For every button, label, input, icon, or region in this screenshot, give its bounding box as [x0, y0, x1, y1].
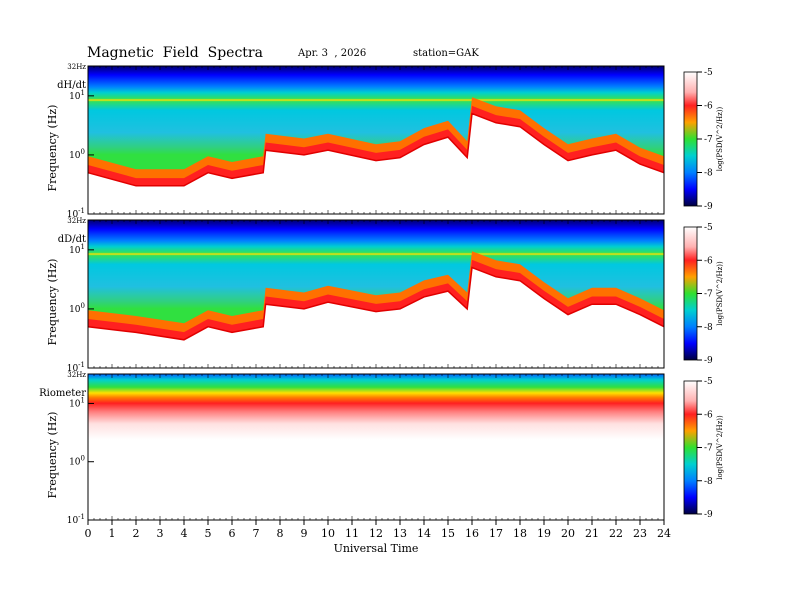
spectral-band-white: [88, 267, 664, 368]
x-tick-label: 4: [181, 527, 188, 540]
x-tick-label: 21: [585, 527, 599, 540]
x-tick-label: 9: [301, 527, 308, 540]
y-axis-label: Frequency (Hz): [46, 259, 59, 346]
y-tick-label: 10-1: [67, 207, 85, 220]
colorbar-tick-label: -9: [704, 202, 713, 212]
panel-label: dD/dt: [58, 234, 86, 245]
colorbar-tick-label: -9: [704, 356, 713, 366]
colorbar-label: log(PSD(V^2/Hz)): [716, 106, 724, 171]
colorbar-3: -5 -6 -7 -8 -9 log(PSD(V^2/Hz)): [683, 377, 724, 520]
spectrogram-panel-1: 101 100 10-1 32Hz dH/dt Frequency (Hz): [46, 63, 665, 220]
colorbar-tick-label: -6: [704, 256, 713, 266]
y-tick-label: 101: [69, 396, 85, 409]
peak-frequency-line: [87, 112, 665, 187]
x-tick-label: 16: [465, 527, 479, 540]
colorbar-label: log(PSD(V^2/Hz)): [716, 415, 724, 480]
colorbar-tick-label: -8: [704, 477, 713, 487]
x-tick-label: 10: [321, 527, 335, 540]
x-tick-label: 13: [393, 527, 407, 540]
x-tick-label: 15: [441, 527, 455, 540]
x-tick-label: 3: [157, 527, 164, 540]
x-tick-label: 7: [253, 527, 260, 540]
y-axis-label: Frequency (Hz): [46, 412, 59, 499]
y-axis-label: Frequency (Hz): [46, 105, 59, 192]
x-tick-label: 5: [205, 527, 212, 540]
x-axis-label: Universal Time: [334, 542, 419, 555]
spectrogram-panel-2: 101 100 10-1 32Hz dD/dt Frequency (Hz): [46, 217, 665, 374]
y-top-label: 32Hz: [67, 63, 86, 71]
x-tick-label: 6: [229, 527, 236, 540]
colorbar-label: log(PSD(V^2/Hz)): [716, 261, 724, 326]
spectrogram-panel-3: 101 100 10-1 32Hz Riometer Frequency (Hz): [39, 371, 665, 526]
y-tick-label: 101: [69, 243, 85, 256]
colorbar-tick-label: -7: [704, 444, 713, 454]
y-tick-label: 101: [69, 89, 85, 102]
colorbar-tick-label: -6: [704, 102, 713, 112]
colorbar-tick-label: -6: [704, 410, 713, 420]
x-tick-label: 14: [417, 527, 431, 540]
colorbar-tick-label: -7: [704, 135, 713, 145]
colorbar-tick-label: -7: [704, 290, 713, 300]
x-tick-label: 2: [133, 527, 140, 540]
colorbar-tick-label: -5: [704, 377, 713, 387]
colorbar-2: -5 -6 -7 -8 -9 log(PSD(V^2/Hz)): [683, 223, 724, 366]
x-tick-label: 20: [561, 527, 575, 540]
x-tick-label: 19: [537, 527, 551, 540]
x-tick-label: 18: [513, 527, 527, 540]
x-tick-label: 23: [633, 527, 647, 540]
colorbar-scale: [683, 380, 698, 515]
colorbar-tick-label: -8: [704, 323, 713, 333]
colorbar-tick-label: -8: [704, 169, 713, 179]
panel-label: Riometer: [39, 388, 86, 399]
spectrogram-image: [88, 374, 664, 520]
y-tick-label: 100: [69, 302, 85, 315]
x-tick-label: 11: [345, 527, 359, 540]
station-label: station=GAK: [413, 48, 479, 59]
y-tick-label: 10-1: [67, 361, 85, 374]
chart-title: Magnetic Field Spectra: [87, 45, 263, 61]
x-tick-label: 12: [369, 527, 383, 540]
colorbar-tick-label: -5: [704, 68, 713, 78]
x-tick-label: 24: [657, 527, 671, 540]
y-top-label: 32Hz: [67, 217, 86, 225]
x-tick-label: 8: [277, 527, 284, 540]
x-tick-label: 22: [609, 527, 623, 540]
x-tick-label: 1: [109, 527, 116, 540]
panel-label: dH/dt: [57, 80, 86, 91]
colorbar-1: -5 -6 -7 -8 -9 log(PSD(V^2/Hz)): [683, 68, 724, 212]
spectral-band-white: [88, 113, 664, 214]
x-tick-label: 17: [489, 527, 503, 540]
colorbar-scale: [683, 71, 698, 207]
peak-frequency-line: [87, 266, 665, 341]
date-label: Apr. 3 , 2026: [298, 48, 367, 59]
y-top-label: 32Hz: [67, 371, 86, 379]
colorbar-scale: [683, 226, 698, 361]
x-tick-label: 0: [85, 527, 92, 540]
y-tick-label: 100: [69, 148, 85, 161]
y-tick-label: 100: [69, 455, 85, 468]
colorbar-tick-label: -5: [704, 223, 713, 233]
y-tick-label: 10-1: [67, 513, 85, 526]
colorbar-tick-label: -9: [704, 510, 713, 520]
